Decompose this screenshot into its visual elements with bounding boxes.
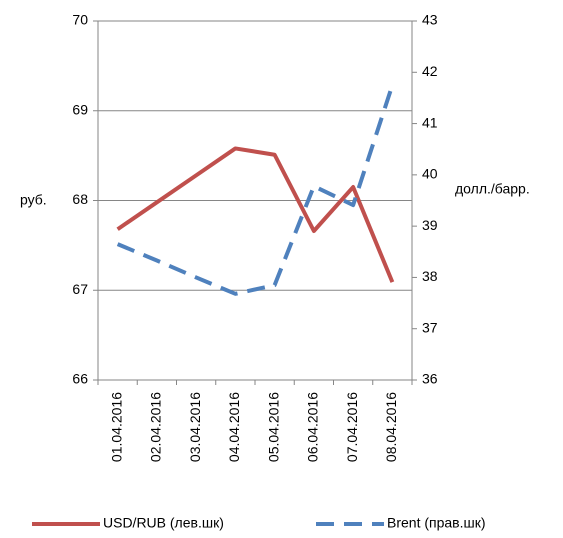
y-tick-label: 70 [72,12,88,28]
x-tick-label: 01.04.2016 [108,392,124,462]
x-tick-label: 02.04.2016 [148,392,164,462]
y-axis-label: руб. [20,192,47,208]
legend-label: Brent (прав.шк) [387,515,486,531]
y2-tick-label: 40 [422,166,438,182]
data-line [116,146,395,283]
y2-tick-label: 37 [422,319,438,335]
y-tick-label: 68 [72,191,88,207]
y2-tick-label: 43 [422,12,438,28]
y2-tick-label: 42 [422,63,438,79]
y2-tick-label: 41 [422,114,438,130]
y2-axis-label: долл./барр. [455,181,530,197]
y2-tick-label: 36 [422,371,438,387]
x-tick-label: 06.04.2016 [305,392,321,462]
x-tick-label: 07.04.2016 [344,392,360,462]
y-tick-label: 66 [72,371,88,387]
y-tick-label: 67 [72,281,88,297]
data-line [116,84,395,296]
y-tick-label: 69 [72,101,88,117]
x-tick-label: 04.04.2016 [226,392,242,462]
y2-tick-label: 39 [422,217,438,233]
x-tick-label: 05.04.2016 [265,392,281,462]
x-tick-label: 03.04.2016 [187,392,203,462]
legend-label: USD/RUB (лев.шк) [103,515,224,531]
y2-tick-label: 38 [422,268,438,284]
x-tick-label: 08.04.2016 [383,392,399,462]
